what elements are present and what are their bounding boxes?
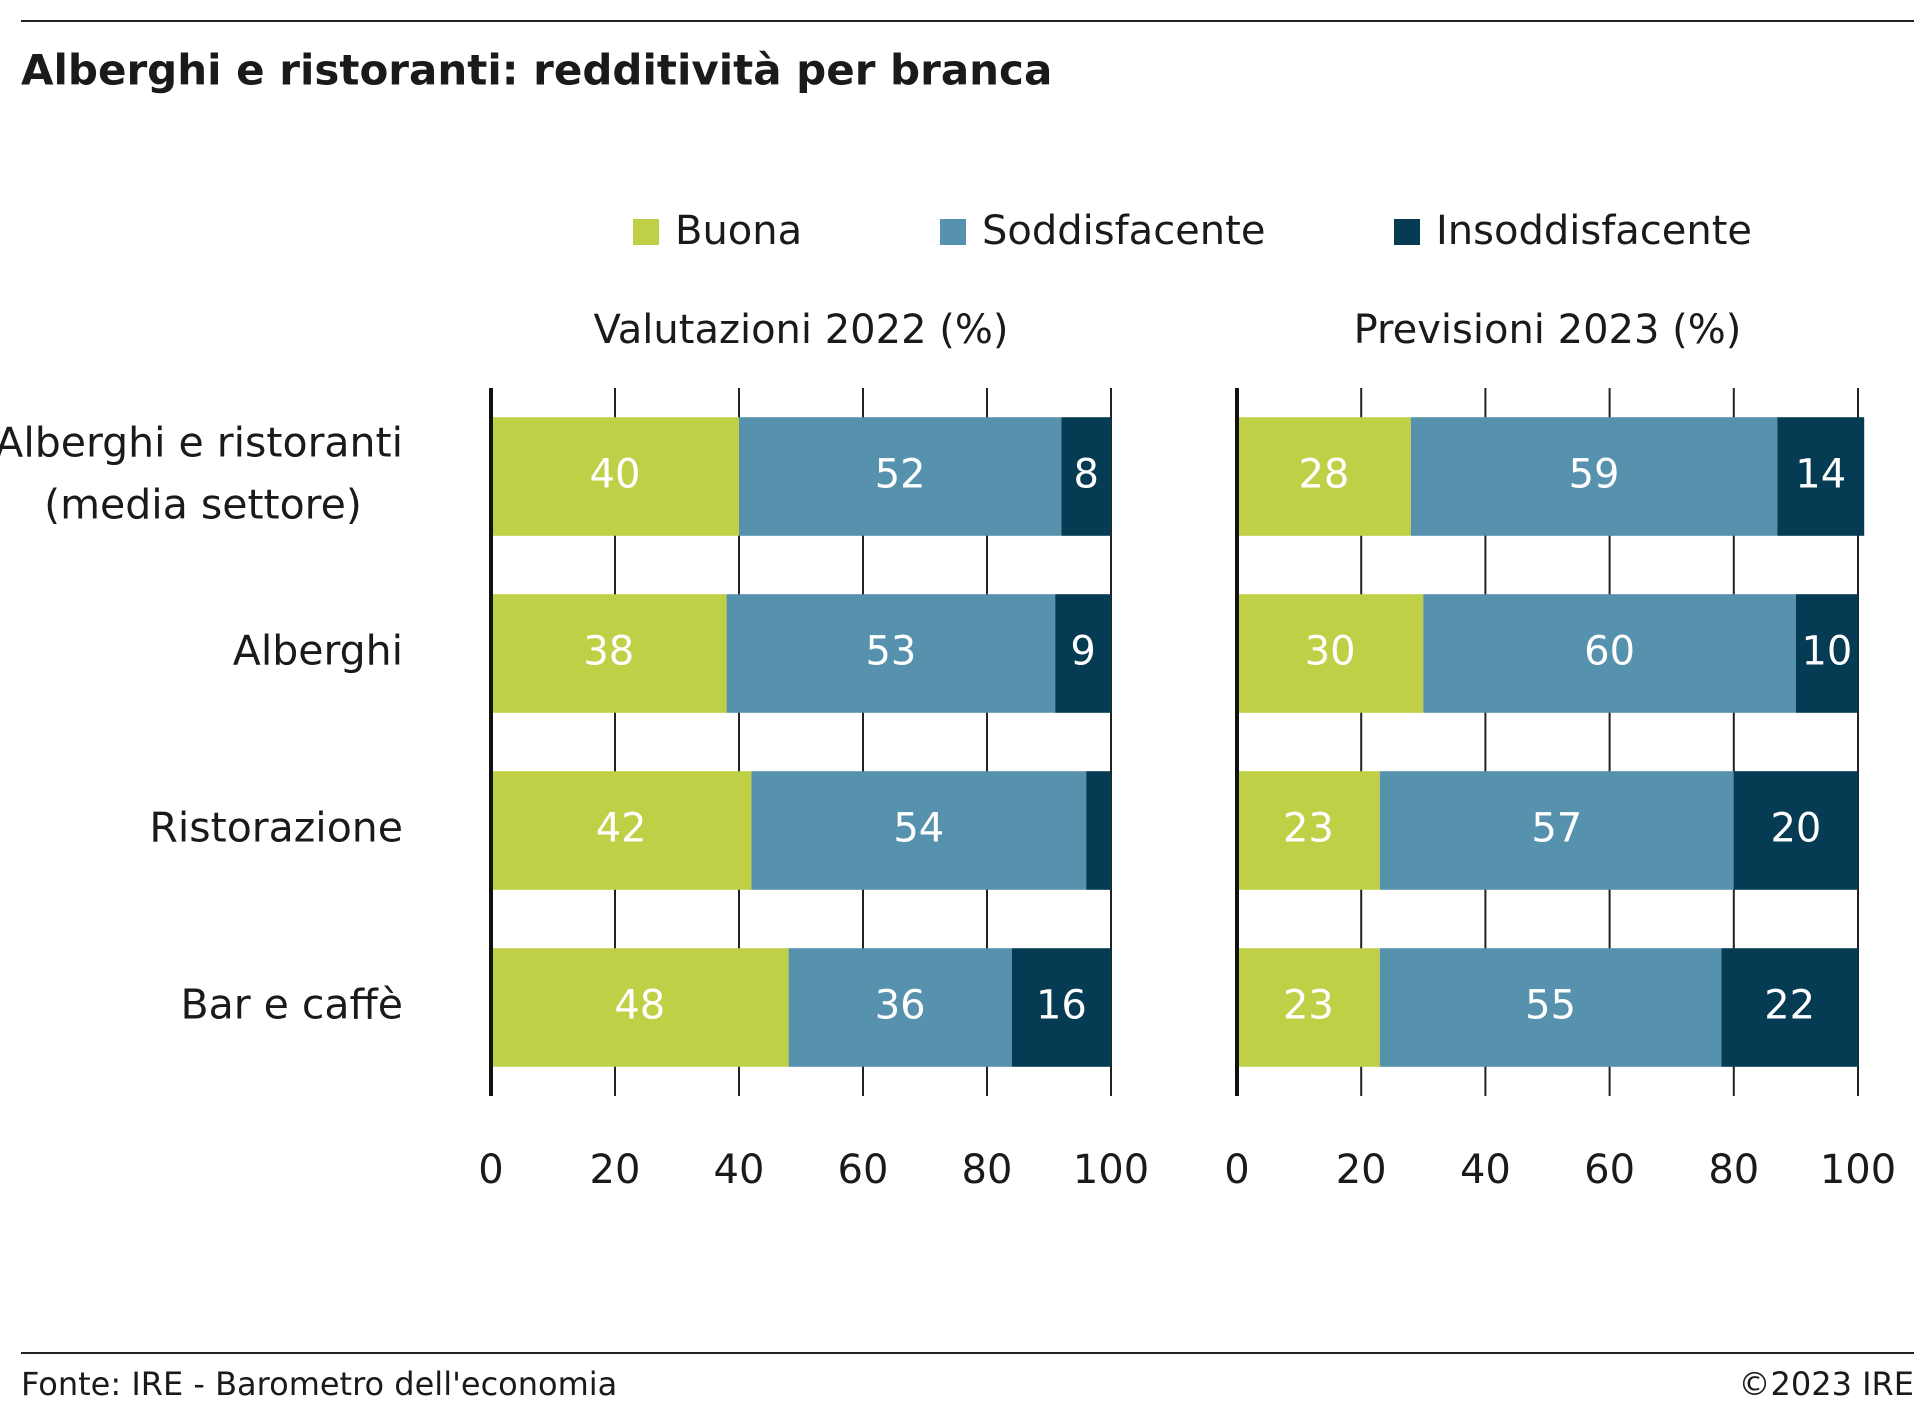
category-label: Alberghi e ristoranti (media settore): [0, 419, 403, 529]
bar-segment: [1237, 417, 1411, 536]
bar-segment: [751, 771, 1087, 890]
x-tick-label: 20: [1336, 1147, 1387, 1193]
data-label: 20: [1770, 806, 1821, 852]
data-label: 14: [1795, 452, 1846, 498]
bar-segment: [491, 417, 739, 536]
data-label: 60: [1584, 629, 1635, 675]
bar-segment: [1795, 594, 1858, 713]
data-label: 23: [1283, 983, 1334, 1029]
data-label: 48: [614, 983, 665, 1029]
x-tick-label: 0: [478, 1147, 503, 1193]
bar-segment: [491, 594, 727, 713]
data-label: 30: [1305, 629, 1356, 675]
data-label: 36: [875, 983, 926, 1029]
data-label: 8: [1073, 452, 1098, 498]
chart-title: Alberghi e ristoranti: redditività per b…: [21, 46, 1052, 95]
category-label: Bar e caffè: [180, 981, 403, 1029]
bar-segment: [1379, 948, 1722, 1067]
bar-segment: [1237, 594, 1424, 713]
legend-swatch: [940, 219, 966, 245]
data-label: 52: [875, 452, 926, 498]
x-tick-label: 60: [1584, 1147, 1635, 1193]
x-tick-label: 0: [1224, 1147, 1249, 1193]
data-label: 16: [1036, 983, 1087, 1029]
bar-segment: [1237, 771, 1380, 890]
bar-segment: [1379, 771, 1734, 890]
bar-segment: [491, 948, 789, 1067]
data-label: 23: [1283, 806, 1334, 852]
bar-segment: [1410, 417, 1778, 536]
bar-segment: [1237, 948, 1380, 1067]
bar-segment: [1721, 948, 1858, 1067]
x-tick-label: 40: [714, 1147, 765, 1193]
legend-label: Buona: [675, 208, 802, 254]
x-tick-label: 80: [1708, 1147, 1759, 1193]
legend-label: Soddisfacente: [982, 208, 1265, 254]
data-label: 54: [893, 806, 944, 852]
copyright: ©2023 IRE: [1739, 1365, 1915, 1403]
data-label: 40: [590, 452, 641, 498]
data-label: 10: [1801, 629, 1852, 675]
data-label: 42: [596, 806, 647, 852]
data-label: 22: [1764, 983, 1815, 1029]
bar-segment: [726, 594, 1056, 713]
data-label: 57: [1531, 806, 1582, 852]
bar-segment: [491, 771, 752, 890]
panel-title: Previsioni 2023 (%): [1354, 307, 1742, 353]
panel-title: Valutazioni 2022 (%): [594, 307, 1009, 353]
bar-segment: [1423, 594, 1796, 713]
legend-swatch: [1394, 219, 1420, 245]
legend-label: Insoddisfacente: [1436, 208, 1752, 254]
data-label: 9: [1070, 629, 1095, 675]
bar-segment: [788, 948, 1012, 1067]
category-label: Alberghi: [233, 627, 403, 675]
x-tick-label: 100: [1073, 1147, 1149, 1193]
x-tick-label: 60: [838, 1147, 889, 1193]
bar-segment: [1086, 771, 1111, 890]
data-label: 28: [1298, 452, 1349, 498]
x-tick-label: 40: [1460, 1147, 1511, 1193]
x-tick-label: 100: [1820, 1147, 1896, 1193]
x-tick-label: 20: [590, 1147, 641, 1193]
category-label: Ristorazione: [149, 804, 403, 852]
legend-swatch: [633, 219, 659, 245]
data-label: 38: [583, 629, 634, 675]
data-label: 59: [1569, 452, 1620, 498]
x-tick-label: 80: [962, 1147, 1013, 1193]
bar-segment: [1777, 417, 1865, 536]
bar-segment: [1011, 948, 1111, 1067]
bar-segment: [1055, 594, 1111, 713]
data-label: 53: [865, 629, 916, 675]
bar-segment: [1733, 771, 1858, 890]
data-label: 55: [1525, 983, 1576, 1029]
bar-segment: [1061, 417, 1111, 536]
bar-segment: [739, 417, 1062, 536]
source: Fonte: IRE - Barometro dell'economia: [21, 1365, 617, 1403]
